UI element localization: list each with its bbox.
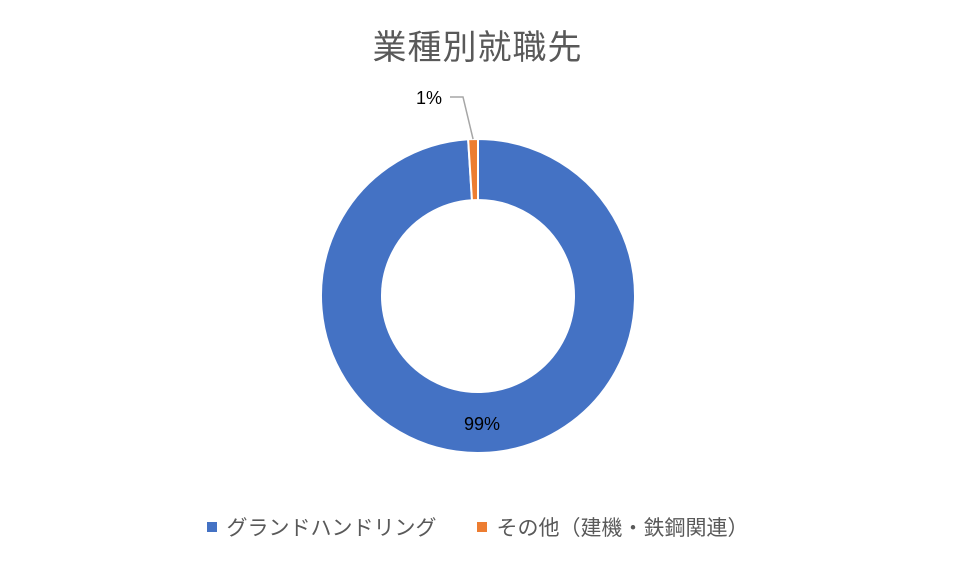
slice-ground-handling <box>320 137 636 454</box>
leader-line-other <box>450 96 474 140</box>
data-label-other: 1% <box>416 88 442 108</box>
data-label-ground-handling: 99% <box>464 414 500 434</box>
legend-swatch-other <box>476 522 487 532</box>
slice-other <box>467 137 479 202</box>
legend-item-other: その他（建機・鉄鋼関連） <box>476 512 749 542</box>
chart-title: 業種別就職先 <box>372 28 583 68</box>
legend-item-ground-handling: グランドハンドリング <box>206 512 437 542</box>
legend-label-ground-handling: グランドハンドリング <box>226 516 437 540</box>
legend-swatch-ground-handling <box>206 522 217 532</box>
legend: グランドハンドリング その他（建機・鉄鋼関連） <box>0 512 955 542</box>
legend-label-other: その他（建機・鉄鋼関連） <box>496 516 749 540</box>
